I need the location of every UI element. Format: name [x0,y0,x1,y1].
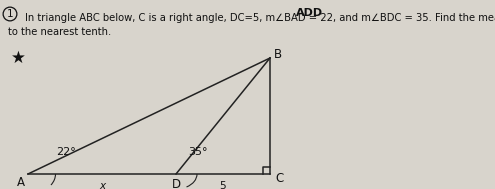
Text: 5: 5 [220,181,226,189]
Text: A: A [17,176,25,188]
Text: D: D [171,177,181,189]
Text: 35°: 35° [188,147,208,157]
Text: In triangle ABC below, C is a right angle, DC=5, m∠BAD = 22, and m∠BDC = 35. Fin: In triangle ABC below, C is a right angl… [25,13,495,23]
Text: B: B [274,47,282,60]
Text: C: C [276,173,284,185]
Text: to the nearest tenth.: to the nearest tenth. [8,27,111,37]
Text: ★: ★ [10,49,25,67]
Text: 1: 1 [7,9,13,19]
Text: 22°: 22° [56,147,76,157]
Text: ADD: ADD [297,8,324,18]
Text: x: x [99,181,105,189]
